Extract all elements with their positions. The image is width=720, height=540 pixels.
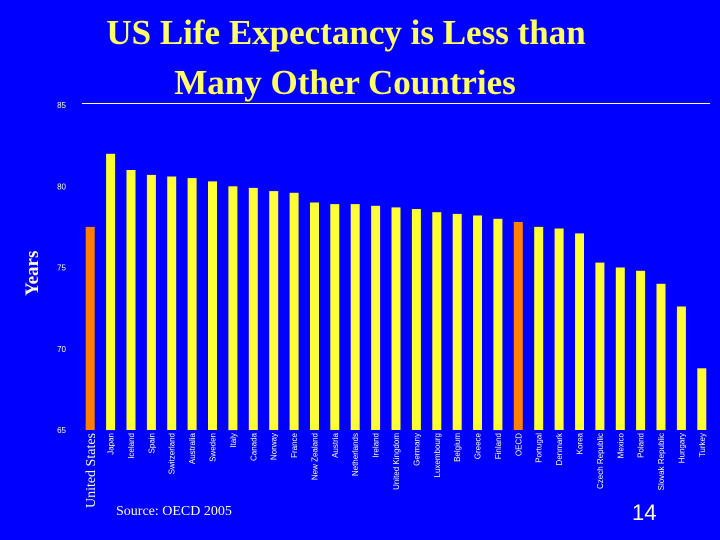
bar-hungary [676, 306, 686, 430]
category-label-australia: Australia [188, 432, 197, 464]
bar-greece [473, 215, 482, 430]
category-label-united-states: United States [84, 433, 99, 508]
y-tick-label-70: 70 [57, 345, 66, 354]
bar-spain [146, 174, 156, 430]
category-label-germany: Germany [412, 433, 421, 466]
bar-canada [248, 187, 258, 430]
y-axis-label: Years [22, 250, 43, 296]
bar-switzerland [167, 176, 177, 430]
y-tick-label-65: 65 [57, 426, 66, 435]
bar-czech-republic [595, 262, 605, 430]
bar-luxembourg [432, 212, 442, 430]
bar-oecd [513, 222, 523, 430]
bar-portugal [534, 226, 544, 430]
category-label-slovak-republic: Slovak Republic [657, 433, 666, 490]
y-tick-label-80: 80 [57, 182, 66, 191]
bar-slovak-republic [656, 283, 666, 431]
category-label-ireland: Ireland [372, 433, 381, 457]
category-label-greece: Greece [474, 432, 483, 459]
category-label-japan: Japan [107, 433, 116, 455]
slide-title-line-2: Many Other Countries [174, 63, 516, 102]
bar-italy [228, 186, 238, 431]
bar-denmark [554, 228, 564, 430]
bar-belgium [452, 213, 462, 430]
category-label-czech-republic: Czech Republic [596, 433, 605, 489]
category-label-sweden: Sweden [209, 433, 218, 462]
slide-title-line-1: US Life Expectancy is Less than [106, 13, 586, 52]
bar-united-states [85, 226, 95, 430]
bar-turkey [697, 368, 707, 430]
y-tick-label-75: 75 [57, 264, 66, 273]
bar-netherlands [350, 204, 360, 430]
bar-korea [575, 233, 584, 430]
bar-united-kingdom [391, 207, 401, 430]
category-label-finland: Finland [494, 433, 503, 459]
y-tick-label-85: 85 [57, 101, 66, 110]
bar-norway [269, 191, 279, 430]
category-label-spain: Spain [147, 433, 156, 453]
category-label-netherlands: Netherlands [351, 433, 360, 476]
category-label-france: France [290, 432, 299, 457]
category-label-switzerland: Switzerland [168, 433, 177, 474]
category-label-italy: Italy [229, 433, 238, 448]
title-underline [82, 103, 710, 104]
category-label-mexico: Mexico [616, 432, 625, 458]
bar-iceland [126, 170, 136, 430]
bar-australia [187, 178, 197, 430]
category-label-oecd: OECD [514, 433, 523, 456]
bar-poland [636, 270, 646, 431]
category-label-united-kingdom: United Kingdom [392, 433, 401, 490]
category-label-iceland: Iceland [127, 433, 136, 459]
category-label-canada: Canada [249, 432, 258, 461]
category-label-turkey: Turkey [698, 433, 707, 457]
category-label-austria: Austria [331, 432, 340, 457]
source-note: Source: OECD 2005 [116, 504, 232, 519]
bar-japan [106, 153, 116, 431]
bar-finland [493, 218, 503, 431]
category-label-new-zealand: New Zealand [311, 433, 320, 480]
bar-mexico [615, 267, 625, 430]
bar-germany [411, 209, 421, 430]
category-label-korea: Korea [576, 432, 585, 454]
bar-new-zealand [310, 202, 319, 430]
bar-sweden [208, 181, 217, 430]
category-label-hungary: Hungary [677, 433, 686, 463]
category-label-denmark: Denmark [555, 432, 564, 465]
page-number: 14 [632, 500, 657, 525]
category-label-norway: Norway [270, 433, 279, 460]
category-label-portugal: Portugal [535, 433, 544, 463]
bar-ireland [371, 205, 381, 430]
bar-austria [330, 204, 340, 430]
category-label-poland: Poland [637, 433, 646, 458]
category-label-luxembourg: Luxembourg [433, 433, 442, 477]
bar-france [289, 192, 299, 430]
category-label-belgium: Belgium [453, 433, 462, 462]
